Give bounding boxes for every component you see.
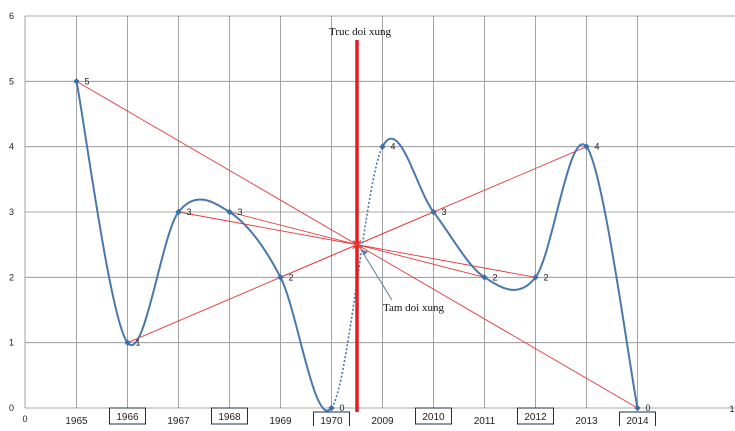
y-tick-label: 5 [9,76,14,86]
data-point-label: 0 [646,403,651,413]
x-tick-label: 1970 [320,416,343,426]
data-point-label: 4 [595,142,600,152]
x-tick-label: 2010 [422,412,445,423]
x-axis-tick-labels: 0 1 1965 1966 1967 1968 1969 1970 2009 2010 2011 20… [22,404,735,429]
series-curve-left [75,81,333,412]
data-point-label: 3 [442,207,447,217]
symmetry-axis-label: Truc doi xung [329,26,391,38]
data-point-label: 1 [136,338,141,348]
y-tick-label: 3 [9,207,14,217]
x-tick-label: 2011 [474,416,496,426]
data-point-marker [532,274,539,281]
x-tick-label: 1969 [269,416,292,426]
data-point-marker [328,404,335,412]
x-tick-box [415,407,452,425]
data-points: 5 1 3 3 2 0 4 3 2 2 4 0 [73,76,651,413]
y-axis-tick-labels: 0 1 2 3 4 5 6 [9,11,14,413]
data-point-label: 2 [493,272,498,282]
x-tick-label: 1965 [65,416,88,426]
y-tick-label: 0 [9,403,14,413]
center-pointer-arrowhead [361,249,368,256]
data-point-marker [481,274,488,281]
data-point-marker [430,208,437,216]
x-tick-label: 1967 [167,416,190,426]
data-point-label: 4 [391,142,396,152]
x-tick-label: 2012 [524,412,547,423]
data-point-label: 3 [187,207,192,217]
data-point-marker [583,143,590,150]
data-point-marker [124,339,131,346]
y-tick-label: 6 [9,11,14,21]
data-point-marker [379,143,386,150]
data-point-label: 2 [289,272,294,282]
y-tick-label: 1 [9,338,14,348]
x-tick-box [109,407,146,425]
x-edge-label: 1 [729,404,734,414]
data-point-marker [73,78,80,85]
x-tick-box [517,407,554,425]
data-point-marker [634,404,641,412]
center-pointer-line [360,249,393,301]
x-tick-label: 2009 [371,416,394,426]
x-tick-label: 1966 [116,412,139,423]
data-point-marker [277,274,284,281]
data-point-marker [226,208,233,216]
symmetry-center-label: Tam doi xung [383,302,444,314]
data-point-label: 0 [340,403,345,413]
y-tick-label: 2 [9,272,14,282]
x-tick-label: 2014 [626,416,649,426]
data-point-marker [175,208,182,216]
x-tick-box [211,407,248,425]
y-tick-label: 4 [9,142,14,152]
x-edge-label: 0 [22,414,27,424]
data-point-label: 5 [85,76,90,86]
x-tick-label: 1968 [218,412,241,423]
annotations: Truc doi xung Tam doi xung [329,26,444,314]
x-tick-label: 2013 [575,416,598,426]
data-point-label: 3 [238,207,243,217]
data-point-label: 2 [544,272,549,282]
symmetry-center-marker [352,240,362,250]
